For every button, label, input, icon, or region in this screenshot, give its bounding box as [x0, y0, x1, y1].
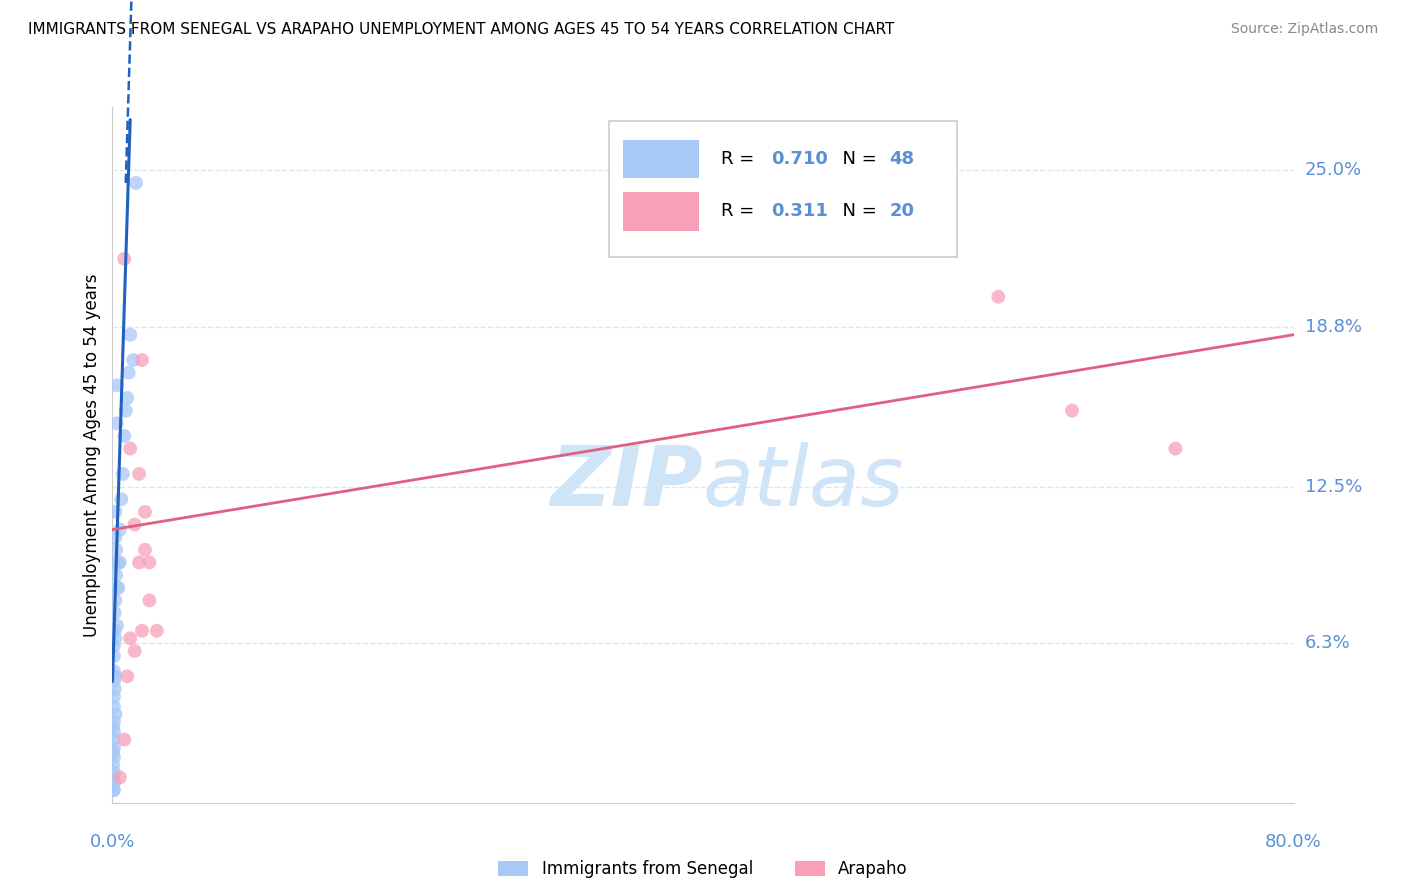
FancyBboxPatch shape: [609, 121, 957, 257]
Text: IMMIGRANTS FROM SENEGAL VS ARAPAHO UNEMPLOYMENT AMONG AGES 45 TO 54 YEARS CORREL: IMMIGRANTS FROM SENEGAL VS ARAPAHO UNEMP…: [28, 22, 894, 37]
Point: [107, 556, 129, 570]
Point: [122, 353, 145, 368]
Text: 0.0%: 0.0%: [90, 833, 135, 851]
Point: [104, 681, 127, 696]
Point: [120, 327, 142, 342]
Point: [112, 429, 135, 443]
Point: [131, 353, 153, 368]
Point: [108, 556, 131, 570]
Point: [103, 740, 125, 755]
Point: [138, 593, 160, 607]
Y-axis label: Unemployment Among Ages 45 to 54 years: Unemployment Among Ages 45 to 54 years: [83, 273, 101, 637]
Point: [146, 624, 169, 638]
Point: [987, 290, 1010, 304]
Point: [105, 378, 128, 392]
Point: [103, 757, 125, 772]
Point: [103, 639, 125, 653]
Point: [128, 467, 150, 481]
Point: [138, 556, 160, 570]
Point: [105, 542, 128, 557]
Text: ZIP: ZIP: [550, 442, 703, 524]
FancyBboxPatch shape: [623, 193, 699, 230]
Point: [103, 732, 125, 747]
Point: [104, 593, 127, 607]
Text: N =: N =: [831, 202, 882, 220]
Point: [103, 783, 125, 797]
Point: [103, 775, 125, 789]
Point: [125, 176, 148, 190]
Point: [107, 581, 129, 595]
Point: [117, 669, 138, 683]
Text: 12.5%: 12.5%: [1305, 477, 1362, 496]
Point: [124, 517, 146, 532]
Point: [103, 771, 125, 785]
Point: [128, 556, 150, 570]
Text: N =: N =: [831, 150, 882, 169]
Text: 20: 20: [890, 202, 915, 220]
Point: [103, 699, 125, 714]
Point: [103, 648, 125, 663]
Point: [131, 624, 153, 638]
Point: [104, 606, 127, 620]
Point: [103, 674, 125, 689]
Point: [134, 542, 156, 557]
Point: [103, 765, 125, 780]
Point: [103, 745, 125, 759]
Point: [104, 530, 127, 544]
Point: [103, 690, 125, 704]
Text: 48: 48: [890, 150, 915, 169]
Point: [114, 403, 136, 417]
Point: [103, 714, 125, 729]
Text: 0.311: 0.311: [772, 202, 828, 220]
Point: [103, 750, 125, 764]
Point: [120, 442, 142, 456]
Point: [103, 783, 125, 797]
Text: R =: R =: [721, 150, 759, 169]
Point: [104, 624, 127, 638]
Point: [104, 707, 127, 722]
Point: [104, 632, 127, 646]
Point: [104, 669, 127, 683]
FancyBboxPatch shape: [623, 140, 699, 178]
Point: [105, 581, 128, 595]
Point: [112, 732, 135, 747]
Text: 6.3%: 6.3%: [1305, 634, 1350, 652]
Point: [108, 771, 131, 785]
Point: [105, 568, 128, 582]
Point: [111, 467, 134, 481]
Point: [104, 505, 127, 519]
Text: atlas: atlas: [703, 442, 904, 524]
Point: [134, 505, 156, 519]
Point: [103, 725, 125, 739]
Point: [110, 492, 132, 507]
Point: [105, 417, 128, 431]
Point: [103, 720, 125, 734]
Text: Source: ZipAtlas.com: Source: ZipAtlas.com: [1230, 22, 1378, 37]
Point: [118, 366, 141, 380]
Point: [105, 618, 128, 632]
Point: [103, 665, 125, 679]
Point: [117, 391, 138, 405]
Point: [1062, 403, 1084, 417]
Point: [120, 632, 142, 646]
Text: R =: R =: [721, 202, 759, 220]
Text: 0.710: 0.710: [772, 150, 828, 169]
Text: 25.0%: 25.0%: [1305, 161, 1362, 179]
Point: [112, 252, 135, 266]
Point: [1164, 442, 1187, 456]
Point: [124, 644, 146, 658]
Point: [108, 523, 131, 537]
Point: [104, 556, 127, 570]
Text: 18.8%: 18.8%: [1305, 318, 1361, 336]
Text: 80.0%: 80.0%: [1265, 833, 1322, 851]
Legend: Immigrants from Senegal, Arapaho: Immigrants from Senegal, Arapaho: [492, 854, 914, 885]
